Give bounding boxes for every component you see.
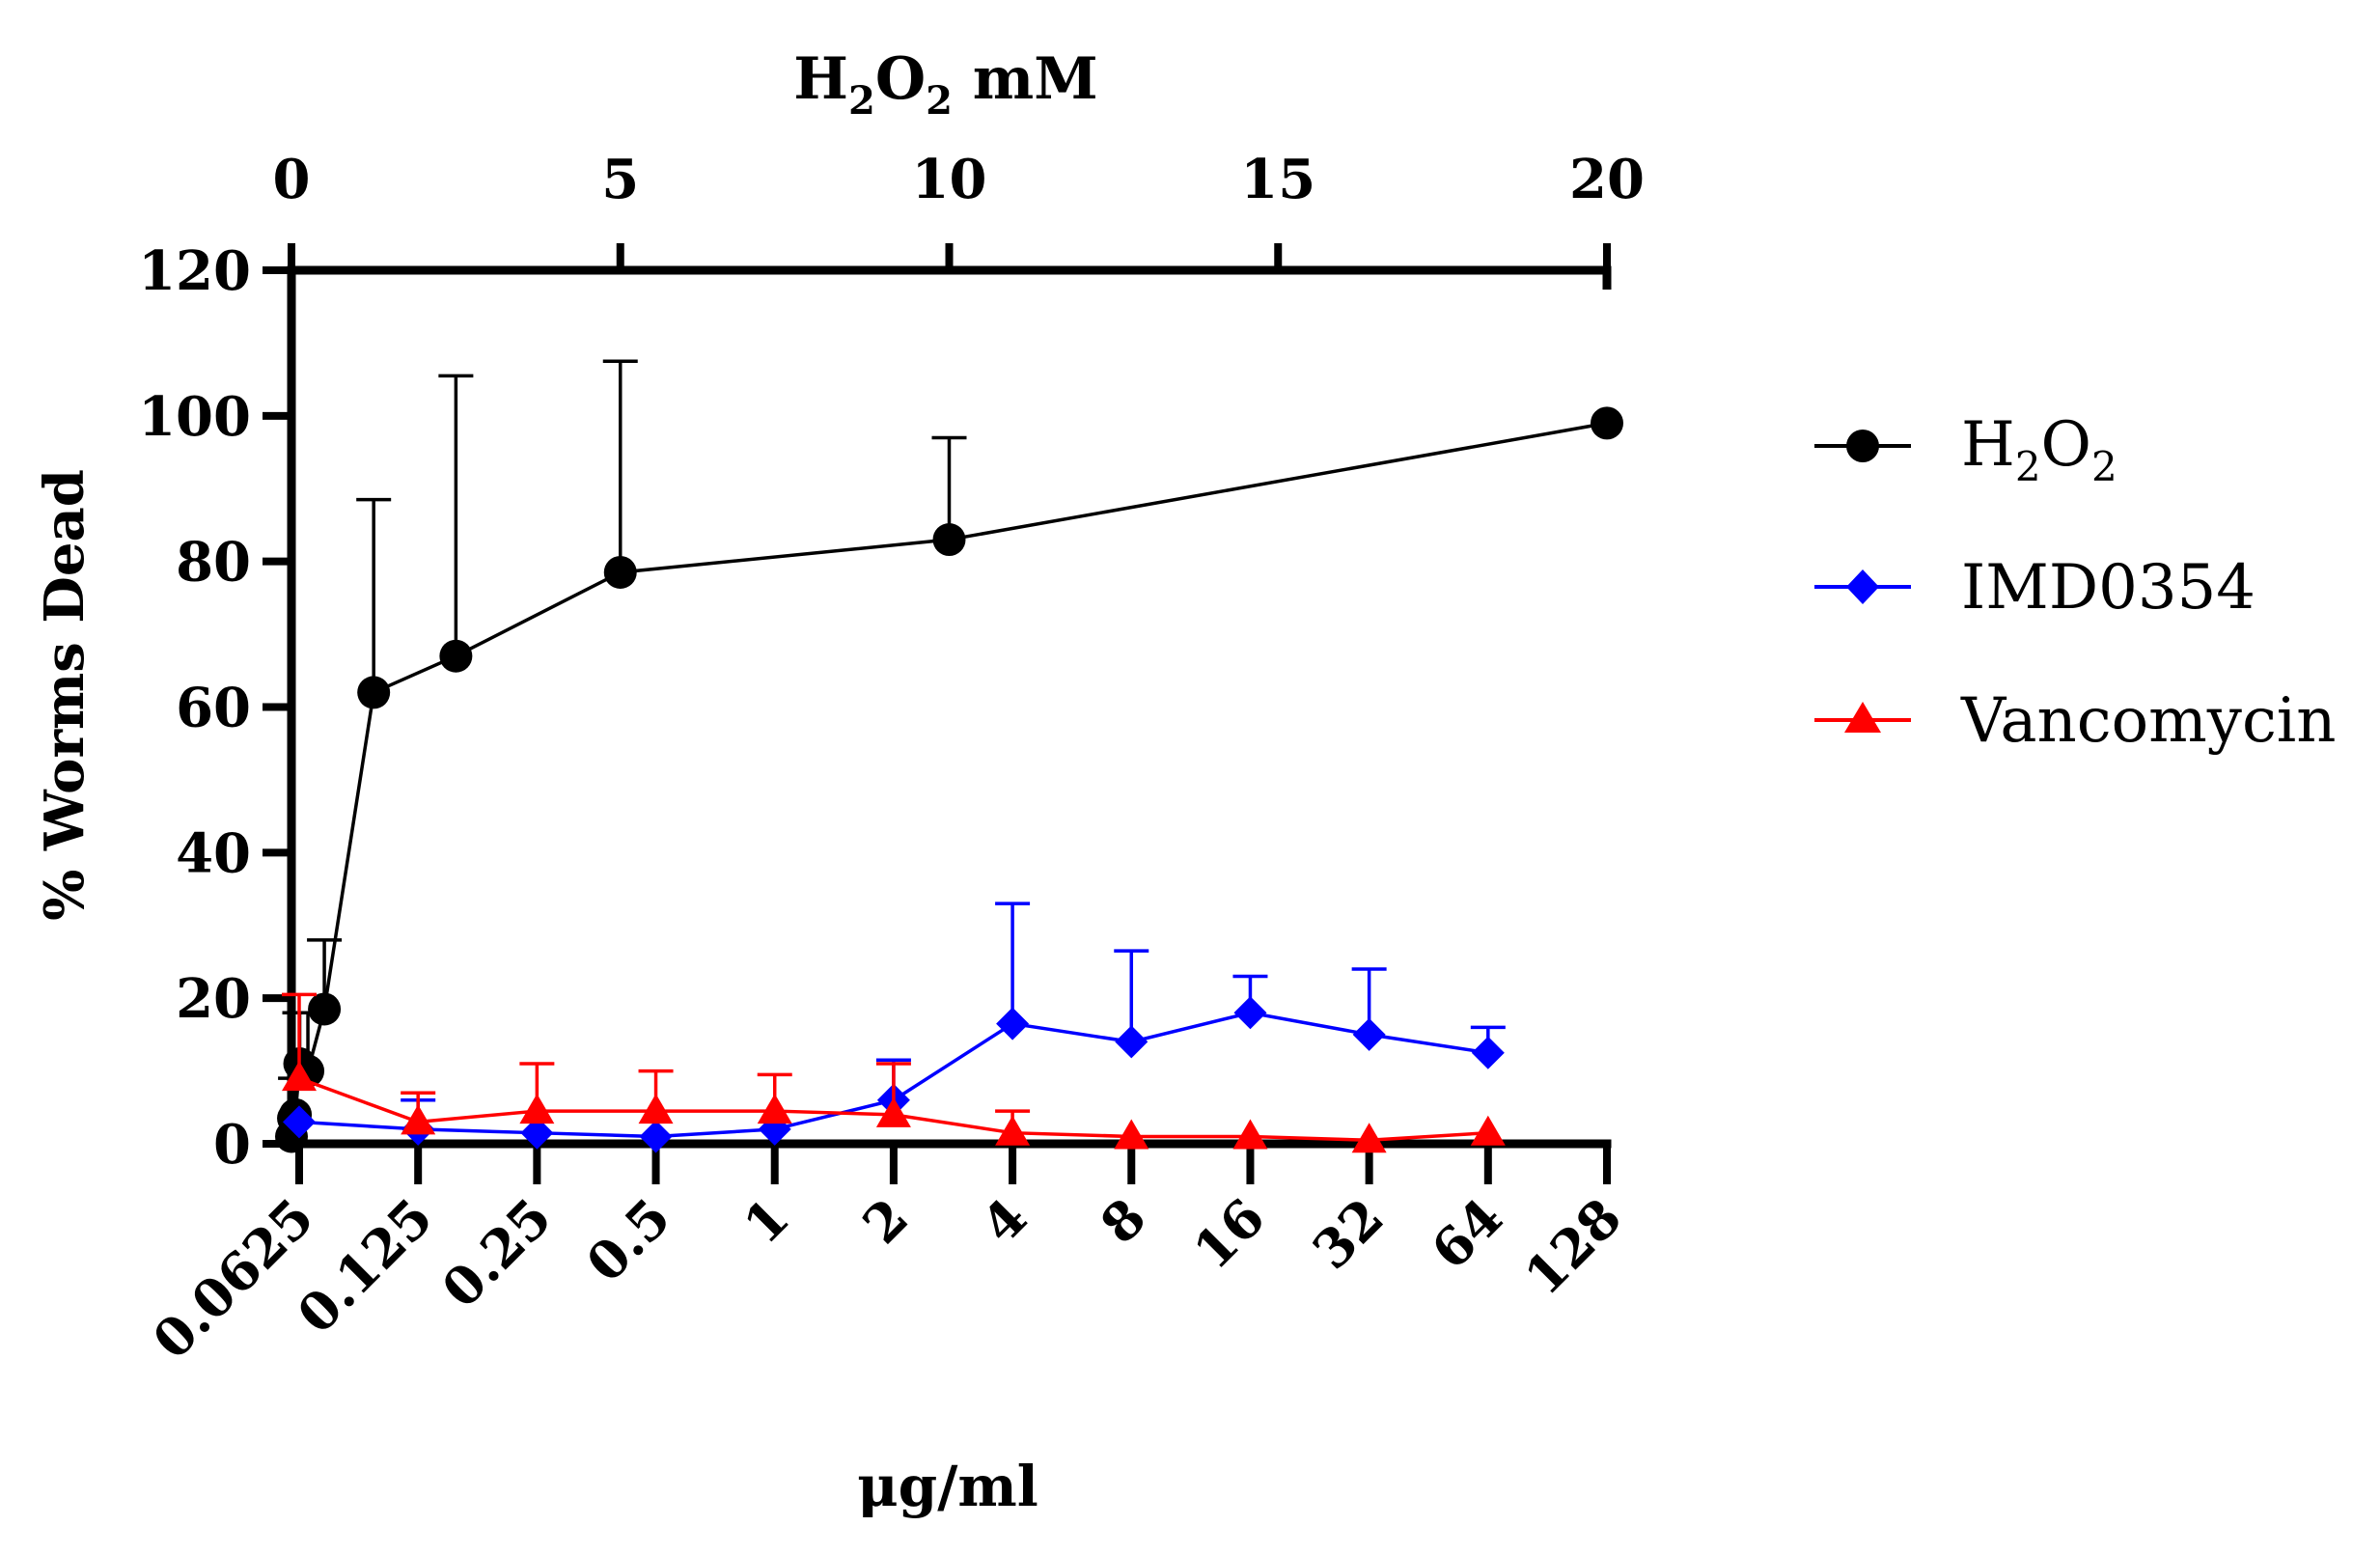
x-tick-label: 0.5 [574,1186,682,1294]
legend: H2O2 IMD0354 Vancomycin [1814,409,2336,757]
x-axis-label: μg/ml [857,1454,1038,1519]
data-point [283,1105,316,1139]
legend-label-vancomycin: Vancomycin [1960,685,2336,757]
data-point [1233,996,1267,1030]
y-tick-label: 0 [213,1113,251,1177]
data-point [308,992,342,1026]
data-point [757,1094,792,1124]
x-tick-label: 4 [969,1186,1038,1256]
legend-label-imd0354: IMD0354 [1961,552,2255,624]
x-tick-label: 0.0625 [141,1186,325,1371]
legend-item-h2o2: H2O2 [1814,409,2117,490]
data-point [439,639,473,673]
x-tick-label: 128 [1512,1186,1633,1307]
top-tick-label: 20 [1569,148,1645,211]
y-tick-label: 80 [176,531,251,595]
data-point [1471,1036,1505,1069]
top-tick-label: 5 [601,148,639,211]
series-0 [275,359,1623,1153]
legend-marker-vancomycin [1844,702,1881,733]
data-point [603,555,637,589]
x-tick-label: 32 [1300,1186,1395,1281]
y-tick-label: 20 [176,967,251,1031]
data-point [401,1104,436,1135]
data-point [1352,1017,1386,1051]
data-point [519,1094,555,1124]
x-tick-label: 64 [1420,1186,1514,1281]
top-axis-label-sub1: 2 [848,78,875,124]
x-tick-label: 2 [850,1186,920,1256]
data-point [875,1096,911,1127]
series-2 [282,992,1506,1153]
y-tick-label: 40 [176,821,251,885]
top-tick-label: 10 [912,148,987,211]
top-axis-label-sub2: 2 [926,78,953,124]
legend-marker-imd0354 [1846,569,1879,604]
top-axis-label: H2O2 mM [793,45,1097,124]
x-tick-label: 1 [732,1186,801,1256]
y-tick-label: 120 [138,239,251,303]
data-point [932,523,966,557]
x-tick-label: 0.125 [286,1186,445,1346]
data-point [1115,1025,1148,1059]
data-point [520,1116,554,1150]
data-point [282,1061,317,1092]
top-tick-label: 0 [273,148,311,211]
y-tick-label: 100 [138,385,251,449]
legend-item-imd0354: IMD0354 [1814,552,2255,624]
data-point [1232,1119,1268,1150]
x-tick-label: 0.25 [429,1186,563,1319]
data-point [357,676,391,709]
legend-label-h2o2: H2O2 [1961,409,2117,490]
legend-marker-h2o2 [1846,430,1879,462]
data-point [1114,1119,1149,1150]
y-axis-label: % Worms Dead [33,469,97,921]
data-point [996,1007,1030,1041]
data-point [638,1094,674,1124]
top-tick-label: 15 [1240,148,1315,211]
data-point [995,1115,1031,1146]
x-tick-label: 8 [1089,1186,1158,1256]
data-point [1470,1115,1506,1146]
legend-item-vancomycin: Vancomycin [1814,685,2336,757]
data-point [1591,406,1623,440]
x-tick-label: 16 [1181,1186,1276,1281]
data-point [639,1120,673,1153]
y-tick-label: 60 [176,677,251,740]
data-point [1351,1123,1387,1153]
